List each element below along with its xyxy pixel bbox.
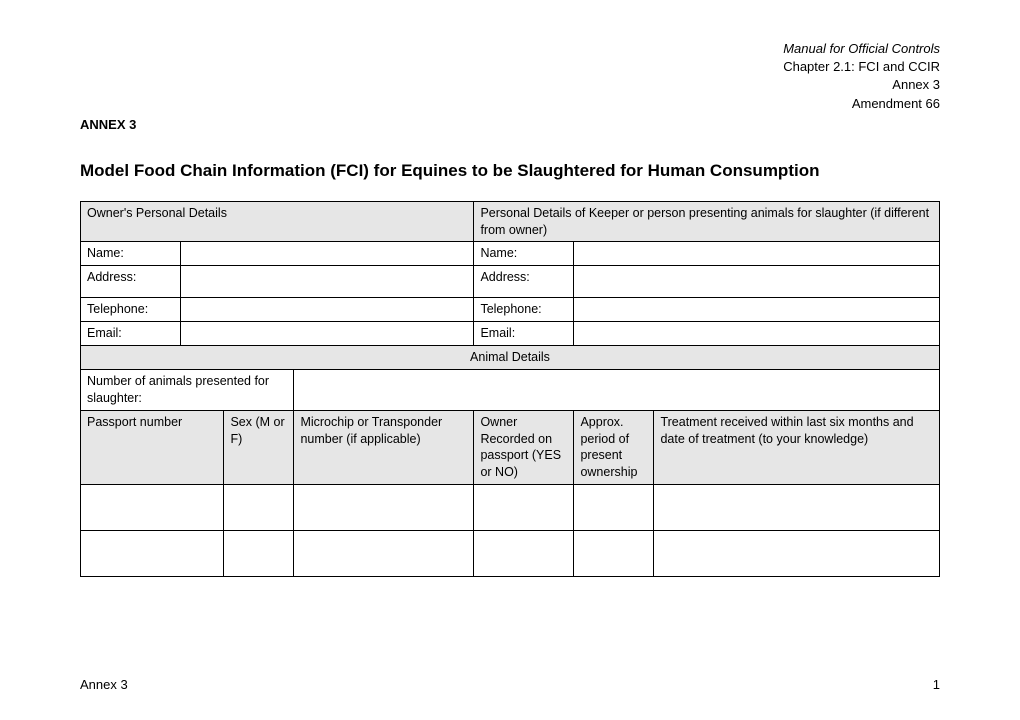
owner-name-value[interactable] [181,242,474,266]
header-line-4: Amendment 66 [80,95,940,113]
owner-header: Owner's Personal Details [81,201,474,242]
owner-address-value[interactable] [181,266,474,298]
header-line-2: Chapter 2.1: FCI and CCIR [80,58,940,76]
keeper-header: Personal Details of Keeper or person pre… [474,201,940,242]
owner-name-label: Name: [81,242,181,266]
keeper-email-label: Email: [474,322,574,346]
header-block: Manual for Official Controls Chapter 2.1… [80,40,940,113]
owner-email-label: Email: [81,322,181,346]
footer-right: 1 [933,677,940,692]
row1-treatment[interactable] [654,485,940,531]
num-animals-value[interactable] [294,369,940,410]
row2-sex[interactable] [224,531,294,577]
col-owner-rec: Owner Recorded on passport (YES or NO) [474,410,574,485]
row1-microchip[interactable] [294,485,474,531]
row2-passport[interactable] [81,531,224,577]
header-line-1: Manual for Official Controls [80,40,940,58]
owner-email-value[interactable] [181,322,474,346]
keeper-tel-value[interactable] [574,298,940,322]
keeper-name-value[interactable] [574,242,940,266]
col-treatment: Treatment received within last six month… [654,410,940,485]
keeper-tel-label: Telephone: [474,298,574,322]
keeper-address-value[interactable] [574,266,940,298]
owner-address-label: Address: [81,266,181,298]
col-sex: Sex (M or F) [224,410,294,485]
row1-passport[interactable] [81,485,224,531]
num-animals-label: Number of animals presented for slaughte… [81,369,294,410]
page-title: Model Food Chain Information (FCI) for E… [80,160,940,183]
col-microchip: Microchip or Transponder number (if appl… [294,410,474,485]
row2-treatment[interactable] [654,531,940,577]
keeper-email-value[interactable] [574,322,940,346]
col-passport: Passport number [81,410,224,485]
row2-microchip[interactable] [294,531,474,577]
footer-left: Annex 3 [80,677,128,692]
annex-label: ANNEX 3 [80,117,940,132]
row1-period[interactable] [574,485,654,531]
header-line-3: Annex 3 [80,76,940,94]
owner-tel-label: Telephone: [81,298,181,322]
keeper-name-label: Name: [474,242,574,266]
keeper-address-label: Address: [474,266,574,298]
owner-tel-value[interactable] [181,298,474,322]
animal-details-header: Animal Details [81,346,940,370]
row2-owner-rec[interactable] [474,531,574,577]
row1-sex[interactable] [224,485,294,531]
row1-owner-rec[interactable] [474,485,574,531]
row2-period[interactable] [574,531,654,577]
fci-form-table: Owner's Personal Details Personal Detail… [80,201,940,578]
col-period: Approx. period of present ownership [574,410,654,485]
